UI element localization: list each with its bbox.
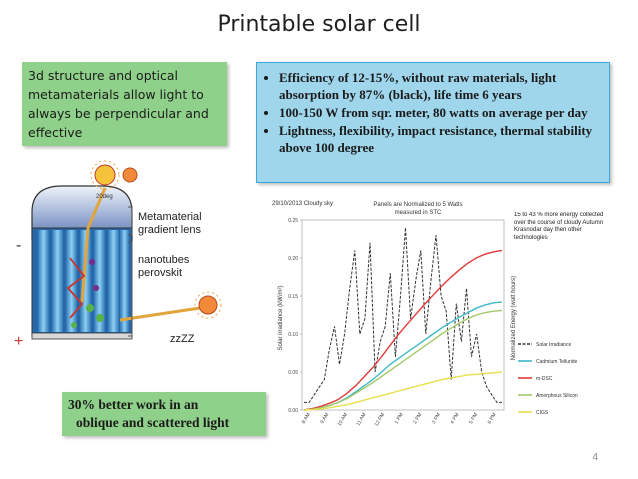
nanotube-label-1: nanotubes [138,254,190,266]
sun-icon-top-small [122,167,138,183]
series-line-amorphous-silicon [303,309,503,411]
y-tick-label: 0.05 [288,370,298,376]
series-line-cadmium-telluride [303,301,503,411]
plot-frame [301,219,505,411]
series-line-m-dsc [303,249,503,411]
light-ray-oblique [119,306,201,322]
x-tick-label: 8 AM [301,412,312,425]
x-tick-label: 11 AM [355,412,367,427]
nanotube-label-2: perovskit [138,267,182,279]
features-list: Efficiency of 12-15%, without raw materi… [265,69,601,156]
nanotube-columns [38,230,129,332]
energy-chart: 29/10/2013 Cloudy sky Panels are Normali… [272,201,604,428]
x-tick-label: 4 PM [449,412,460,425]
sun-icon-side [194,291,222,319]
y-tick-label: 0.20 [288,256,298,262]
x-tick-label: 6 PM [487,412,498,425]
lens-label-2: gradient lens [138,224,201,236]
minus-terminal: - [16,237,21,254]
gradient-lens-dome [31,185,133,241]
x-tick-label: 9 AM [319,412,330,425]
nanotube-bracket [128,241,133,337]
y-tick-label: 0.00 [288,408,298,414]
legend-label: Amorphous Silicon [536,393,578,399]
x-tick-label: 5 PM [468,412,479,425]
chart-ylabel-right: Normalized Energy (watt hours) [511,276,517,360]
light-ray-direct [80,187,107,303]
oblique-light-box: 30% better work in an oblique and scatte… [62,392,266,436]
slide-title: Printable solar cell [217,12,421,37]
chart-annotation: 15 to 43 % more energy collected over th… [514,212,604,241]
feature-durability: Lightness, flexibility, impact resistanc… [279,122,601,156]
y-tick-label: 0.25 [288,218,298,224]
y-tick-label: 0.10 [288,332,298,338]
sleep-label: zzZZ [170,333,195,345]
chart-title-1: Panels are Normalized to 5 Watts [373,202,462,208]
solar-cell-diagram: 20deg Metamaterial gradient lens nanotub… [14,160,222,350]
legend-label: m-DSC [536,376,553,382]
chart-header-left: 29/10/2013 Cloudy sky [272,201,333,207]
metamaterial-note-box: 3d structure and optical metamaterials a… [22,62,227,146]
light-ray-internal [66,257,86,319]
legend-label: CIGS [536,410,549,416]
sun-angle-label: 20deg [96,194,113,200]
x-tick-label: 10 AM [337,412,349,427]
plus-terminal: + [14,333,23,350]
oblique-light-line2: oblique and scattered light [76,415,230,430]
metamaterial-note-text: 3d structure and optical metamaterials a… [28,68,209,140]
lens-label-1: Metamaterial [138,211,202,223]
feature-power: 100-150 W from sqr. meter, 80 watts on a… [279,104,601,121]
chart-legend: Solar Irradiance Cadmium Telluride m-DSC Am… [518,342,578,416]
features-box: Efficiency of 12-15%, without raw materi… [256,62,610,183]
feature-efficiency: Efficiency of 12-15%, without raw materi… [279,69,601,103]
oblique-light-line1: 30% better work in an [68,397,199,412]
y-tick-label: 0.15 [288,294,298,300]
annotation-text: 15 to 43 % more energy collected over th… [514,212,604,241]
series-line-solar-irradiance [304,227,502,403]
chart-ylabel-left: Solar irradiance (kW/m²) [278,285,284,350]
x-tick-label: 2 PM [412,412,423,425]
chart-title-2: measured in STC [395,210,442,216]
x-tick-label: 3 PM [431,412,442,425]
x-tick-label: 1 PM [394,412,405,425]
sun-icon-top [90,160,120,190]
x-tick-label: 12 PM [374,412,386,428]
series-line-cigs [303,371,503,411]
legend-label: Cadmium Telluride [536,359,578,365]
legend-label: Solar Irradiance [536,342,572,348]
lens-bracket [128,206,133,236]
page-number: 4 [592,452,598,463]
